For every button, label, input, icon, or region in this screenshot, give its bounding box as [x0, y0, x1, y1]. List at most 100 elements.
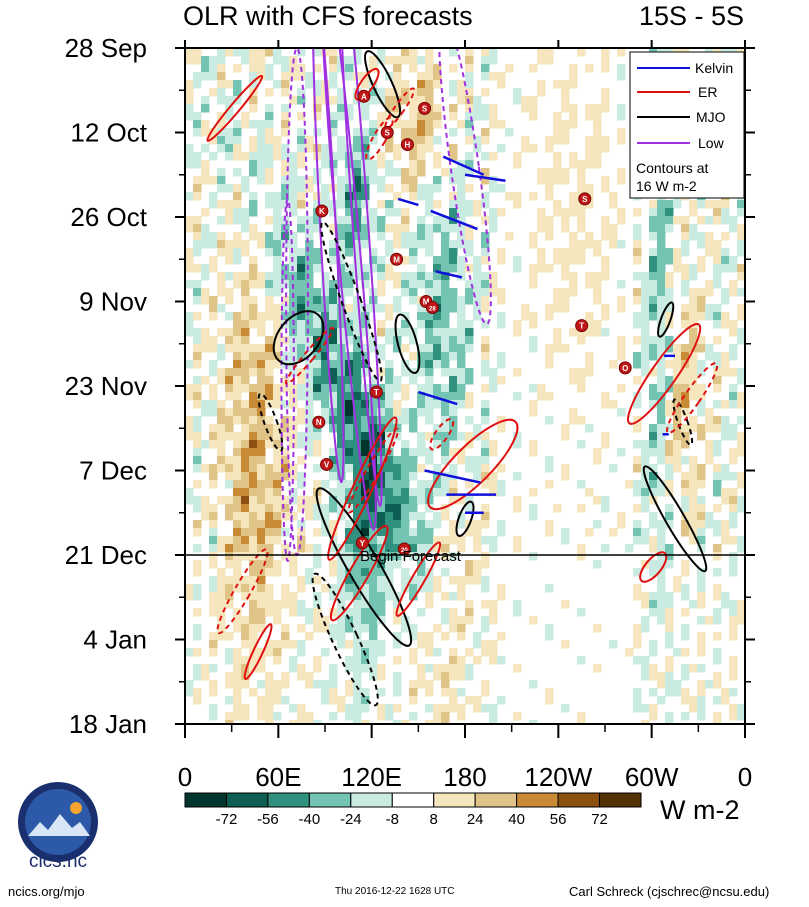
olr-cell: [377, 704, 386, 713]
olr-cell: [233, 472, 242, 481]
olr-cell: [713, 568, 722, 577]
olr-cell: [425, 480, 434, 489]
olr-cell: [561, 424, 570, 433]
olr-cell: [393, 144, 402, 153]
olr-cell: [281, 64, 290, 73]
olr-cell: [281, 600, 290, 609]
footer-left[interactable]: ncics.org/mjo: [8, 884, 85, 899]
olr-cell: [425, 400, 434, 409]
olr-cell: [553, 160, 562, 169]
olr-cell: [649, 264, 658, 273]
olr-cell: [313, 576, 322, 585]
olr-cell: [721, 520, 730, 529]
olr-cell: [369, 120, 378, 129]
olr-cell: [233, 200, 242, 209]
olr-cell: [345, 144, 354, 153]
olr-cell: [657, 328, 666, 337]
olr-cell: [633, 632, 642, 641]
olr-cell: [233, 512, 242, 521]
olr-cell: [409, 112, 418, 121]
olr-cell: [409, 128, 418, 137]
olr-cell: [313, 504, 322, 513]
olr-cell: [649, 392, 658, 401]
olr-cell: [585, 352, 594, 361]
olr-cell: [737, 224, 745, 233]
olr-cell: [449, 152, 458, 161]
olr-cell: [281, 176, 290, 185]
olr-cell: [249, 448, 258, 457]
olr-cell: [273, 136, 282, 145]
olr-cell: [369, 256, 378, 265]
storm-marker: O: [618, 361, 632, 375]
olr-cell: [257, 344, 266, 353]
olr-cell: [241, 176, 250, 185]
olr-cell: [441, 608, 450, 617]
storm-marker-label: N: [316, 418, 322, 427]
olr-cell: [681, 320, 690, 329]
olr-cell: [457, 624, 466, 633]
olr-cell: [265, 152, 274, 161]
olr-cell: [689, 392, 698, 401]
olr-cell: [721, 264, 730, 273]
olr-cell: [649, 464, 658, 473]
olr-cell: [425, 368, 434, 377]
olr-cell: [721, 200, 730, 209]
olr-cell: [497, 656, 506, 665]
olr-cell: [457, 584, 466, 593]
olr-cell: [481, 368, 490, 377]
olr-cell: [241, 504, 250, 513]
y-tick-label: 4 Jan: [83, 625, 147, 655]
olr-cell: [401, 416, 410, 425]
olr-cell: [441, 368, 450, 377]
olr-cell: [465, 128, 474, 137]
olr-cell: [441, 336, 450, 345]
olr-cell: [337, 440, 346, 449]
olr-cell: [425, 192, 434, 201]
olr-cell: [321, 696, 330, 705]
olr-cell: [617, 128, 626, 137]
olr-cell: [561, 432, 570, 441]
olr-cell: [297, 136, 306, 145]
olr-cell: [313, 592, 322, 601]
olr-cell: [185, 144, 194, 153]
olr-cell: [569, 72, 578, 81]
olr-cell: [281, 184, 290, 193]
olr-cell: [289, 640, 298, 649]
olr-cell: [289, 664, 298, 673]
olr-cell: [449, 648, 458, 657]
olr-cell: [657, 560, 666, 569]
olr-cell: [297, 392, 306, 401]
olr-cell: [665, 552, 674, 561]
olr-cell: [377, 688, 386, 697]
olr-cell: [513, 392, 522, 401]
olr-cell: [337, 600, 346, 609]
olr-cell: [577, 208, 586, 217]
olr-cell: [569, 112, 578, 121]
olr-cell: [577, 712, 586, 721]
olr-cell: [225, 184, 234, 193]
olr-cell: [209, 464, 218, 473]
olr-cell: [385, 184, 394, 193]
olr-cell: [225, 656, 234, 665]
olr-cell: [369, 400, 378, 409]
olr-cell: [585, 160, 594, 169]
olr-cell: [729, 608, 738, 617]
olr-cell: [529, 440, 538, 449]
olr-cell: [225, 328, 234, 337]
olr-cell: [345, 312, 354, 321]
olr-cell: [417, 320, 426, 329]
olr-cell: [465, 328, 474, 337]
olr-cell: [657, 608, 666, 617]
olr-cell: [305, 544, 314, 553]
olr-cell: [241, 528, 250, 537]
olr-cell: [657, 384, 666, 393]
olr-cell: [337, 488, 346, 497]
olr-cell: [737, 328, 745, 337]
olr-cell: [273, 256, 282, 265]
olr-cell: [353, 440, 362, 449]
olr-cell: [185, 48, 194, 57]
olr-cell: [553, 344, 562, 353]
olr-cell: [289, 168, 298, 177]
olr-cell: [249, 592, 258, 601]
olr-cell: [193, 664, 202, 673]
